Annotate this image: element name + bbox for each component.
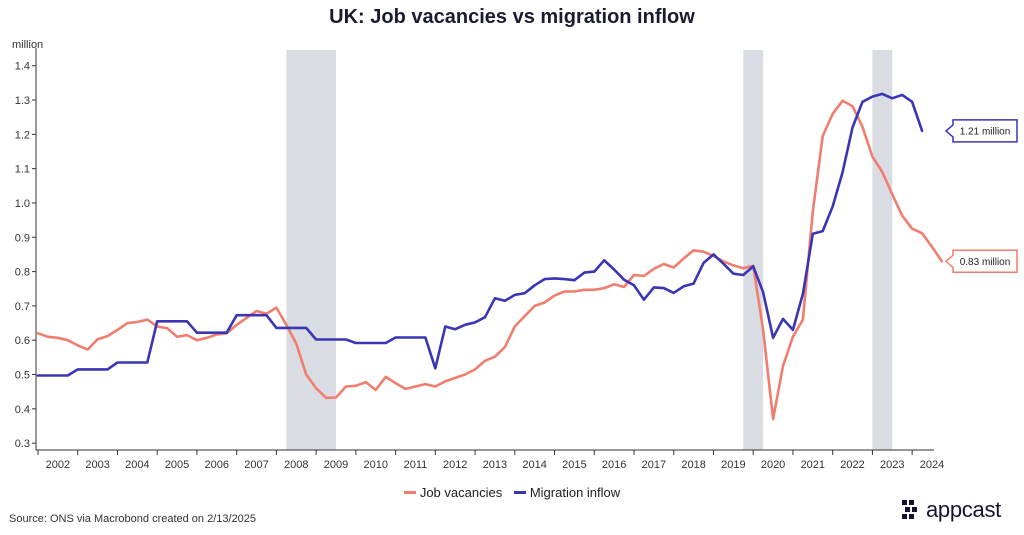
x-tick-label: 2004 <box>125 459 149 471</box>
callouts: 0.83 million 1.21 million <box>944 119 1018 274</box>
callout-box <box>944 119 1018 143</box>
x-tick-label: 2021 <box>801 459 825 471</box>
axes: million 0.3 0.4 0.5 0.6 0.7 0.8 0.9 1.0 1.1 1.2 1.3… <box>12 39 944 471</box>
x-tick-label: 2006 <box>205 459 229 471</box>
legend-label-job-vacancies: Job vacancies <box>419 485 503 500</box>
line-chart: million 0.3 0.4 0.5 0.6 0.7 0.8 0.9 1.0 1.1 1.2 1.3… <box>12 39 1018 471</box>
x-tick-label: 2002 <box>46 459 70 471</box>
legend-item-migration-inflow: Migration inflow <box>513 485 621 500</box>
y-tick-label: 1.3 <box>15 95 30 107</box>
legend: Job vacancies Migration inflow <box>0 482 1024 500</box>
appcast-logo-text: appcast <box>926 497 1001 522</box>
series-line-job-vacancies <box>36 99 944 421</box>
y-tick-label: 0.9 <box>15 232 30 244</box>
series-line-migration-inflow <box>36 92 924 377</box>
y-tick-label: 0.6 <box>15 335 30 347</box>
y-tick-label: 1.0 <box>15 198 30 210</box>
x-tick-label: 2024 <box>920 459 944 471</box>
x-tick-label: 2020 <box>761 459 785 471</box>
appcast-logo-icon <box>902 500 917 519</box>
legend-item-job-vacancies: Job vacancies <box>403 485 503 500</box>
x-tick-label: 2015 <box>562 459 586 471</box>
x-tick-label: 2016 <box>602 459 626 471</box>
x-tick-label: 2014 <box>522 459 546 471</box>
y-tick-label: 0.4 <box>15 404 30 416</box>
appcast-logo: appcast <box>902 497 1001 523</box>
series-lines <box>36 92 944 421</box>
y-tick-label: 1.4 <box>15 61 30 73</box>
x-tick-label: 2009 <box>324 459 348 471</box>
x-tick-label: 2022 <box>840 459 864 471</box>
source-note: Source: ONS via Macrobond created on 2/1… <box>9 513 257 525</box>
y-tick-label: 0.3 <box>15 438 30 450</box>
x-tick-label: 2017 <box>642 459 666 471</box>
y-tick-label: 1.1 <box>15 164 30 176</box>
x-tick-label: 2023 <box>880 459 904 471</box>
y-tick-label: 0.8 <box>15 267 30 279</box>
x-tick-label: 2007 <box>244 459 268 471</box>
y-axis-unit-label: million <box>12 39 43 51</box>
x-tick-label: 2012 <box>443 459 467 471</box>
x-tick-label: 2019 <box>721 459 745 471</box>
callout-migration-inflow: 1.21 million <box>944 119 1018 143</box>
callout-job-vacancies: 0.83 million <box>944 249 1018 274</box>
x-tick-label: 2005 <box>165 459 189 471</box>
legend-label-migration-inflow: Migration inflow <box>529 485 621 500</box>
x-tick-label: 2011 <box>404 459 428 471</box>
callout-box <box>944 249 1018 274</box>
x-tick-label: 2010 <box>363 459 387 471</box>
x-tick-label: 2003 <box>85 459 109 471</box>
y-tick-label: 0.5 <box>15 370 30 382</box>
callout-label: 0.83 million <box>960 257 1011 268</box>
x-tick-label: 2008 <box>284 459 308 471</box>
x-tick-label: 2013 <box>483 459 507 471</box>
callout-label: 1.21 million <box>960 126 1011 137</box>
y-tick-label: 1.2 <box>15 129 30 141</box>
shaded-period-0 <box>286 50 336 450</box>
shaded-periods <box>286 50 893 450</box>
legend-swatch-migration-inflow <box>513 491 526 494</box>
x-tick-label: 2018 <box>681 459 705 471</box>
shaded-period-1 <box>743 50 764 450</box>
chart-title: UK: Job vacancies vs migration inflow <box>329 6 695 28</box>
y-tick-label: 0.7 <box>15 301 30 313</box>
shaded-period-2 <box>872 50 893 450</box>
legend-swatch-job-vacancies <box>403 491 416 494</box>
